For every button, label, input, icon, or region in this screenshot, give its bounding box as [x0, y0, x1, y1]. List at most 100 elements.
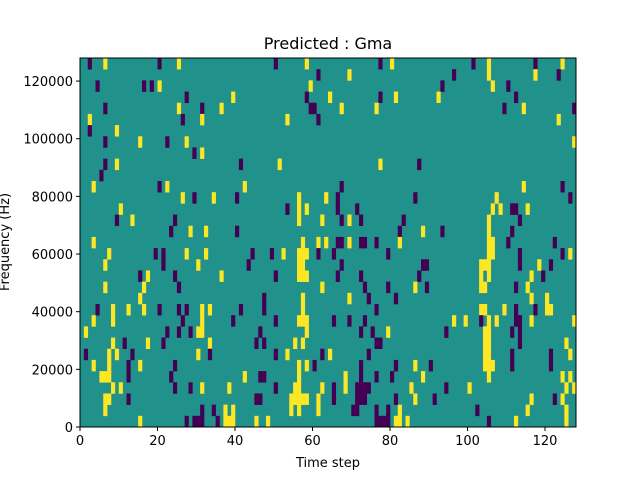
heatmap-cell-high: [223, 404, 228, 417]
heatmap-cell-low: [95, 80, 100, 92]
heatmap-cell-low: [103, 158, 108, 171]
heatmap-cell-low: [517, 326, 523, 338]
heatmap-cell-low: [200, 415, 205, 428]
heatmap-cell-low: [362, 236, 368, 249]
heatmap-cell-high: [200, 315, 205, 327]
heatmap-cell-low: [393, 393, 399, 405]
heatmap-cell-low: [339, 259, 344, 271]
heatmap-cell-high: [304, 393, 309, 405]
heatmap-cell-low: [184, 415, 189, 428]
heatmap-cell-high: [304, 203, 309, 215]
heatmap-cell-low: [83, 348, 89, 361]
heatmap-cell-high: [204, 248, 209, 260]
heatmap-cell-low: [386, 281, 391, 294]
heatmap-cell-high: [83, 326, 89, 338]
heatmap-cell-low: [184, 91, 189, 104]
heatmap-cell-high: [204, 225, 209, 238]
heatmap-cell-low: [440, 225, 445, 238]
heatmap-cell-high: [289, 404, 294, 417]
heatmap-cell-low: [572, 102, 577, 115]
heatmap-cell-high: [545, 292, 550, 305]
heatmap-cell-high: [436, 91, 441, 104]
heatmap-cell-high: [486, 58, 492, 70]
heatmap-cell-high: [297, 203, 302, 215]
heatmap-cell-low: [192, 192, 197, 204]
heatmap-cell-high: [207, 337, 213, 350]
heatmap-cell-high: [572, 315, 577, 327]
heatmap-cell-high: [304, 58, 309, 70]
heatmap-cell-low: [114, 214, 120, 227]
chart-title: Predicted : Gma: [264, 34, 392, 53]
heatmap-cell-high: [300, 236, 306, 249]
heatmap-cell-high: [486, 326, 492, 338]
heatmap-cell-high: [277, 158, 282, 171]
heatmap-cell-low: [273, 348, 278, 361]
heatmap-cell-high: [529, 315, 534, 327]
heatmap-cell-low: [196, 415, 201, 428]
heatmap-cell-high: [176, 58, 182, 70]
heatmap-cell-low: [514, 315, 519, 327]
heatmap-cell-low: [510, 326, 515, 338]
heatmap-cell-low: [514, 203, 519, 215]
heatmap-cell-high: [320, 382, 325, 394]
heatmap-cell-low: [548, 348, 554, 361]
heatmap-cell-low: [165, 136, 170, 148]
y-axis: 0 20000 40000 60000 80000 100000 120000: [23, 75, 80, 436]
heatmap-cell-low: [258, 371, 263, 383]
y-tick-label: 60000: [32, 248, 73, 263]
heatmap-cell-high: [231, 415, 236, 428]
heatmap-cell-low: [161, 337, 166, 350]
heatmap-cell-low: [378, 337, 383, 350]
heatmap-cell-low: [378, 415, 383, 428]
heatmap-cell-high: [316, 404, 321, 417]
heatmap-cell-low: [103, 136, 108, 148]
heatmap-cell-low: [510, 225, 515, 238]
heatmap-cell-low: [312, 102, 317, 115]
heatmap-cell-high: [297, 192, 302, 204]
heatmap-cell-low: [374, 404, 379, 417]
heatmap-cell-high: [486, 359, 492, 372]
heatmap-cell-high: [103, 259, 108, 271]
heatmap-cell-high: [483, 304, 488, 316]
heatmap-cell-low: [200, 404, 205, 417]
heatmap-cell-high: [91, 236, 96, 249]
heatmap-cell-high: [324, 192, 329, 204]
heatmap-cell-low: [335, 236, 340, 249]
heatmap-cell-low: [207, 348, 213, 361]
heatmap-cell-low: [510, 359, 515, 372]
heatmap-cell-low: [502, 102, 507, 115]
heatmap-cell-low: [200, 102, 205, 115]
heatmap-cell-low: [254, 393, 259, 405]
heatmap-cell-high: [514, 415, 519, 428]
heatmap-cell-high: [397, 404, 402, 417]
heatmap-cell-high: [111, 382, 116, 394]
heatmap-cell-low: [378, 91, 383, 104]
heatmap-cell-low: [444, 382, 449, 394]
heatmap-cell-low: [335, 203, 340, 215]
heatmap-cell-low: [417, 158, 422, 171]
heatmap-cell-high: [479, 270, 484, 282]
heatmap-cell-high: [405, 415, 410, 428]
heatmap-cell-high: [289, 393, 294, 405]
heatmap-cell-high: [490, 359, 495, 372]
heatmap-cell-high: [91, 315, 96, 327]
heatmap-cell-low: [362, 393, 368, 405]
heatmap-cell-low: [359, 371, 364, 383]
heatmap-cell-low: [374, 337, 379, 350]
heatmap-cell-high: [200, 304, 205, 316]
heatmap-cell-high: [103, 393, 108, 405]
heatmap-cell-high: [184, 136, 189, 148]
heatmap-cell-low: [359, 326, 364, 338]
heatmap-cell-low: [421, 259, 426, 271]
heatmap-cell-low: [510, 203, 515, 215]
heatmap-cell-high: [107, 371, 112, 383]
heatmap-cell-high: [483, 281, 488, 294]
x-axis: 0 20 40 60 80 100 120: [76, 427, 557, 449]
heatmap-cell-high: [207, 304, 213, 316]
heatmap-cell-high: [486, 315, 492, 327]
heatmap-cell-low: [556, 69, 561, 81]
heatmap-cell-low: [258, 326, 263, 338]
heatmap-cell-low: [359, 214, 364, 227]
heatmap-cell-high: [568, 348, 573, 361]
heatmap-cell-low: [424, 281, 430, 294]
